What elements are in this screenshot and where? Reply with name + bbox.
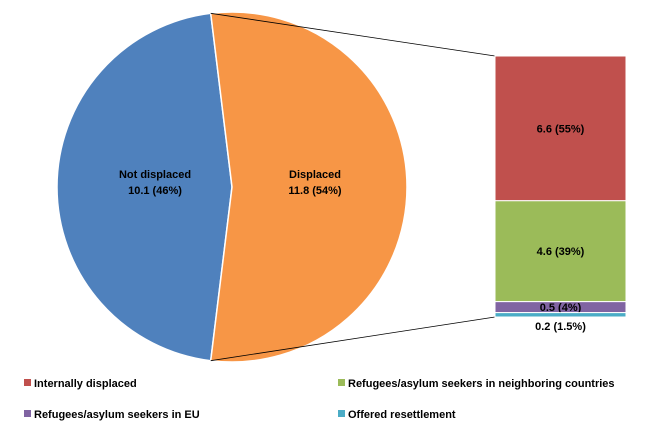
legend-item-refugees-asylum-seekers-in-neighboring-countries: Refugees/asylum seekers in neighboring c… [338, 378, 615, 390]
legend-label-internally-displaced: Internally displaced [34, 378, 137, 390]
pie-label-value-displaced: 11.8 (54%) [288, 185, 342, 197]
legend-label-refugees-asylum-seekers-in-eu: Refugees/asylum seekers in EU [34, 409, 200, 421]
bar-label-refugees-asylum-seekers-in-neighboring-countries: 4.6 (39%) [537, 246, 585, 258]
bar-label-offered-resettlement: 0.2 (1.5%) [535, 321, 586, 333]
legend-swatch-offered-resettlement [338, 410, 345, 417]
pie-label-value-not-displaced: 10.1 (46%) [128, 185, 182, 197]
pie-label-name-displaced: Displaced [289, 169, 341, 181]
legend-label-refugees-asylum-seekers-in-neighboring-countries: Refugees/asylum seekers in neighboring c… [348, 378, 615, 390]
pie-label-name-not-displaced: Not displaced [119, 169, 191, 181]
bar-segment-refugees-asylum-seekers-in-neighboring-countries [494, 200, 627, 303]
connector-line-bottom [210, 316, 496, 362]
legend-item-internally-displaced: Internally displaced [24, 378, 137, 390]
bar-segment-offered-resettlement [494, 312, 627, 318]
legend-item-offered-resettlement: Offered resettlement [338, 409, 456, 421]
legend-swatch-internally-displaced [24, 379, 31, 386]
bar-segment-internally-displaced [494, 55, 627, 202]
bar-label-internally-displaced: 6.6 (55%) [537, 123, 585, 135]
legend-label-offered-resettlement: Offered resettlement [348, 409, 456, 421]
bar-label-refugees-asylum-seekers-in-eu: 0.5 (4%) [540, 302, 582, 314]
pie-slice-not-displaced [56, 12, 233, 362]
legend-item-refugees-asylum-seekers-in-eu: Refugees/asylum seekers in EU [24, 409, 200, 421]
legend-swatch-refugees-asylum-seekers-in-neighboring-countries [338, 379, 345, 386]
legend-swatch-refugees-asylum-seekers-in-eu [24, 410, 31, 417]
connector-line-top [210, 12, 496, 57]
pie-slice-displaced [209, 11, 408, 363]
